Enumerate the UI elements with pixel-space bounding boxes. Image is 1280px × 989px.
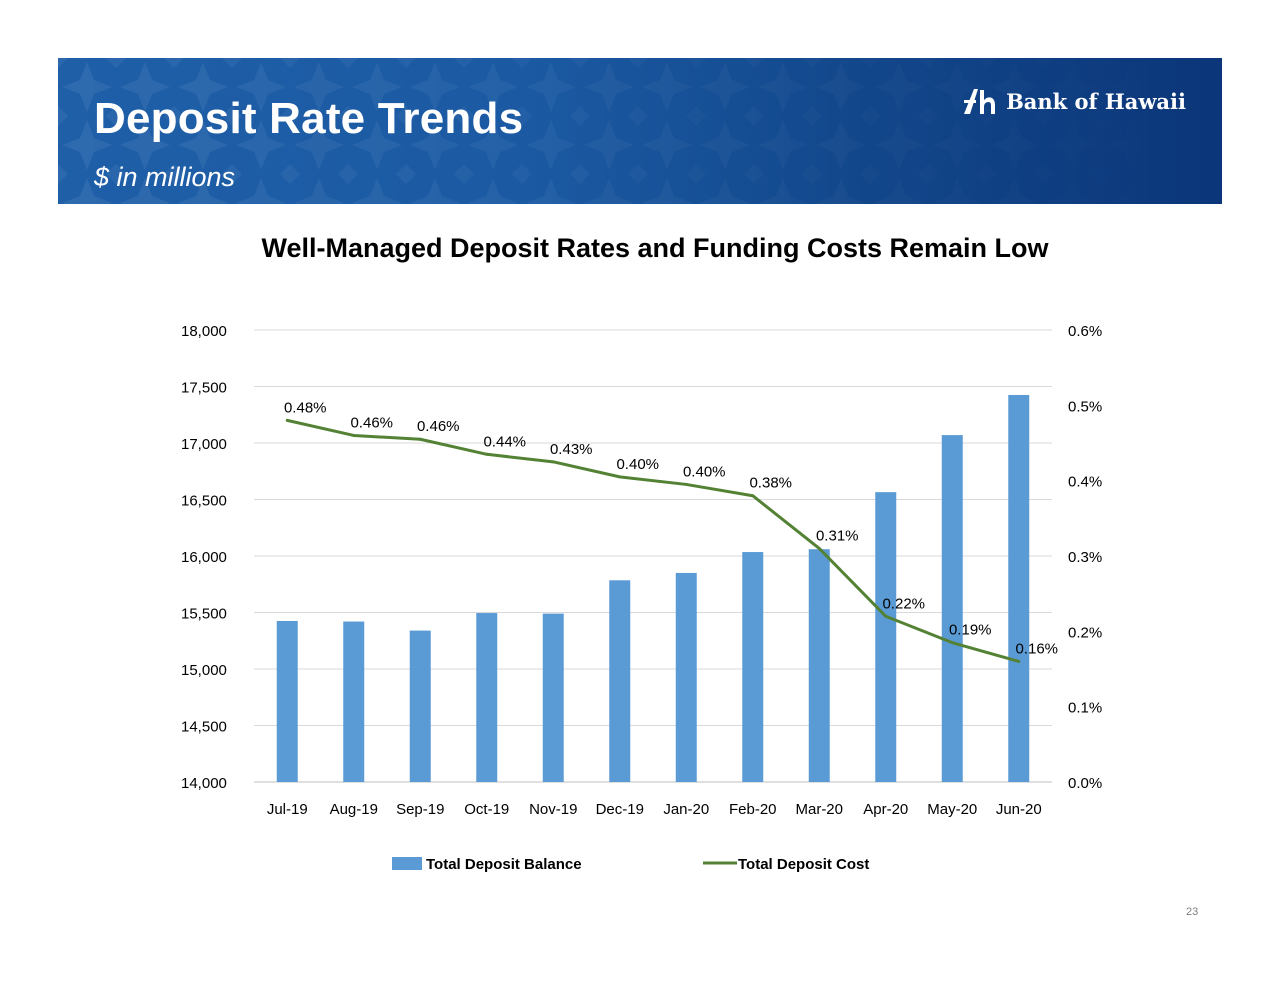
bar xyxy=(941,435,963,782)
bar xyxy=(476,613,498,782)
header-banner: Deposit Rate Trends $ in millions Bank o… xyxy=(58,58,1222,204)
bar xyxy=(542,613,564,782)
page-subtitle: $ in millions xyxy=(94,162,236,192)
y-left-tick-label: 16,000 xyxy=(181,549,227,566)
y-left-tick-label: 18,000 xyxy=(181,323,227,340)
cost-line xyxy=(286,418,1020,663)
y-right-tick-label: 0.0% xyxy=(1068,775,1102,792)
cost-data-label: 0.38% xyxy=(749,475,792,492)
bar xyxy=(875,492,897,782)
bar xyxy=(808,549,830,782)
cost-data-label: 0.40% xyxy=(683,463,726,480)
cost-point xyxy=(618,475,622,479)
y-right-tick-label: 0.3% xyxy=(1068,549,1102,566)
cost-point xyxy=(285,418,289,422)
chart-title: Well-Managed Deposit Rates and Funding C… xyxy=(261,233,1049,263)
cost-data-label: 0.40% xyxy=(616,456,659,473)
bar xyxy=(276,620,298,782)
cost-point xyxy=(485,452,489,456)
x-tick-label: Apr-20 xyxy=(863,801,908,818)
bar xyxy=(409,630,431,782)
cost-point xyxy=(884,614,888,618)
y-right-tick-label: 0.6% xyxy=(1068,323,1102,340)
x-tick-label: Oct-19 xyxy=(464,801,509,818)
cost-point xyxy=(1017,659,1021,663)
y-left-tick-label: 16,500 xyxy=(181,493,227,510)
bar xyxy=(675,572,697,782)
x-tick-label: Nov-19 xyxy=(529,801,577,818)
bar xyxy=(343,621,365,782)
cost-data-label: 0.22% xyxy=(882,595,925,612)
x-tick-label: Feb-20 xyxy=(729,801,777,818)
cost-point xyxy=(684,482,688,486)
x-tick-label: Sep-19 xyxy=(396,801,444,818)
y-left-tick-label: 15,000 xyxy=(181,662,227,679)
y-left-tick-label: 15,500 xyxy=(181,606,227,623)
cost-point xyxy=(817,546,821,550)
legend-swatch-balance xyxy=(392,857,422,870)
y-right-tick-label: 0.4% xyxy=(1068,474,1102,491)
cost-data-label: 0.31% xyxy=(816,527,859,544)
x-tick-label: May-20 xyxy=(927,801,977,818)
x-tick-label: Aug-19 xyxy=(330,801,378,818)
cost-data-label: 0.19% xyxy=(949,622,992,639)
cost-data-label: 0.46% xyxy=(350,414,393,431)
y-left-tick-label: 17,500 xyxy=(181,380,227,397)
y-right-tick-label: 0.1% xyxy=(1068,700,1102,717)
page-title: Deposit Rate Trends xyxy=(94,94,524,143)
cost-data-label: 0.16% xyxy=(1015,640,1058,657)
bar xyxy=(609,580,631,782)
y-left-tick-label: 17,000 xyxy=(181,436,227,453)
x-tick-label: Jul-19 xyxy=(267,801,308,818)
bar xyxy=(742,552,764,782)
y-left-tick-label: 14,500 xyxy=(181,719,227,736)
cost-data-label: 0.44% xyxy=(483,433,526,450)
cost-data-label: 0.46% xyxy=(417,418,460,435)
cost-point xyxy=(418,437,422,441)
bar xyxy=(1008,394,1030,782)
cost-point xyxy=(751,494,755,498)
x-tick-label: Jun-20 xyxy=(996,801,1042,818)
cost-point xyxy=(352,433,356,437)
cost-data-label: 0.43% xyxy=(550,441,593,458)
y-left-tick-label: 14,000 xyxy=(181,775,227,792)
x-tick-label: Dec-19 xyxy=(596,801,644,818)
x-tick-label: Mar-20 xyxy=(795,801,843,818)
cost-point xyxy=(950,641,954,645)
legend-label-balance: Total Deposit Balance xyxy=(426,856,582,873)
cost-point xyxy=(551,460,555,464)
quilt-pattern xyxy=(58,58,1222,204)
legend-label-cost: Total Deposit Cost xyxy=(738,856,869,873)
y-right-tick-label: 0.2% xyxy=(1068,624,1102,641)
bank-logo: Bank of Hawaii xyxy=(962,86,1186,116)
cost-data-label: 0.48% xyxy=(284,399,327,416)
page-number: 23 xyxy=(1186,906,1199,918)
bank-logo-icon xyxy=(964,89,996,114)
x-tick-label: Jan-20 xyxy=(663,801,709,818)
y-right-tick-label: 0.5% xyxy=(1068,398,1102,415)
bank-logo-text: Bank of Hawaii xyxy=(1006,88,1186,114)
